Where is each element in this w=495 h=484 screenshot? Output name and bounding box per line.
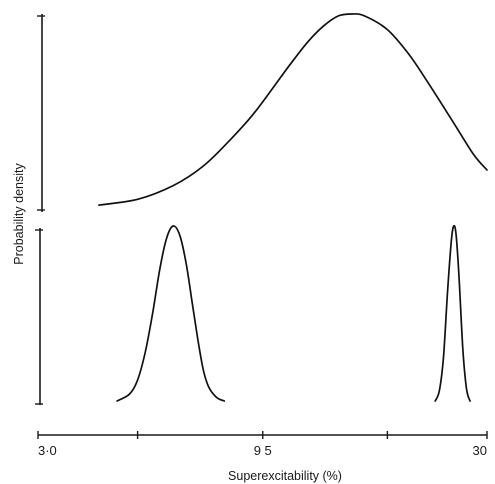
bottom-panel-curve-1 <box>116 225 226 402</box>
x-axis-label: Superexcitability (%) <box>228 469 342 483</box>
x-tick-label-3: 9 5 <box>254 443 272 458</box>
x-tick-label-1: 3·0 <box>38 443 57 458</box>
bottom-panel-curve-2 <box>434 224 471 402</box>
x-axis: 3·0 9 5 30 <box>37 431 488 458</box>
x-tick-label-5: 30 <box>473 443 487 458</box>
x-ticks: 3·0 9 5 30 <box>37 431 488 458</box>
y-axis-label: Probability density <box>12 163 26 265</box>
curves <box>98 13 488 402</box>
top-panel-curve-1 <box>98 13 488 206</box>
y-axis <box>35 14 45 405</box>
